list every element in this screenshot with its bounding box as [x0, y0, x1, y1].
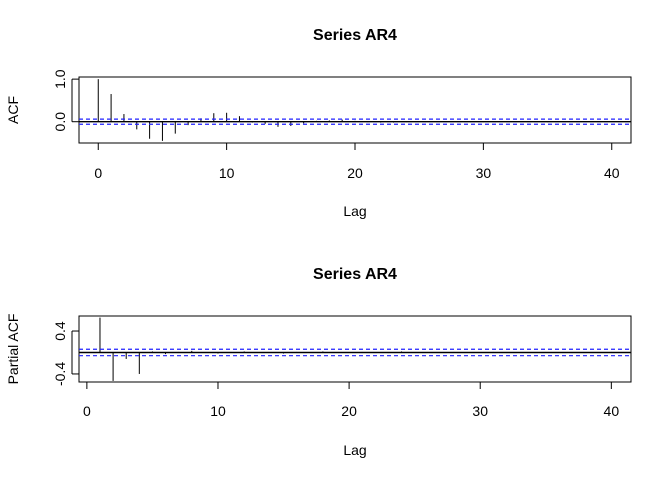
x-tick-label: 30 — [476, 165, 492, 181]
x-tick-label: 10 — [210, 403, 226, 419]
x-tick-label: 30 — [472, 403, 488, 419]
x-axis-label: Lag — [343, 442, 366, 458]
y-axis-label: Partial ACF — [5, 314, 21, 385]
x-tick-label: 0 — [94, 165, 102, 181]
chart-title: Series AR4 — [313, 27, 397, 44]
pacf-panel: Series AR4 0 10 20 30 40 -0.4 0.4 Lag Partial ACF — [5, 266, 632, 458]
x-axis-label: Lag — [343, 203, 366, 219]
acf-panel: Series AR4 0 10 20 30 40 0.0 1.0 Lag ACF — [5, 27, 632, 219]
x-tick-label: 10 — [219, 165, 235, 181]
x-tick-label: 40 — [604, 403, 620, 419]
plot-frame — [78, 76, 632, 144]
x-tick-label: 20 — [341, 403, 357, 419]
x-tick-label: 20 — [347, 165, 363, 181]
chart-title: Series AR4 — [313, 266, 397, 283]
x-tick-label: 40 — [604, 165, 620, 181]
y-axis-label: ACF — [5, 96, 21, 124]
y-tick-label: -0.4 — [52, 362, 68, 386]
x-tick-label: 0 — [83, 403, 91, 419]
y-tick-label: 0.0 — [52, 112, 68, 132]
y-tick-label: 1.0 — [52, 69, 68, 89]
y-tick-label: 0.4 — [52, 321, 68, 341]
